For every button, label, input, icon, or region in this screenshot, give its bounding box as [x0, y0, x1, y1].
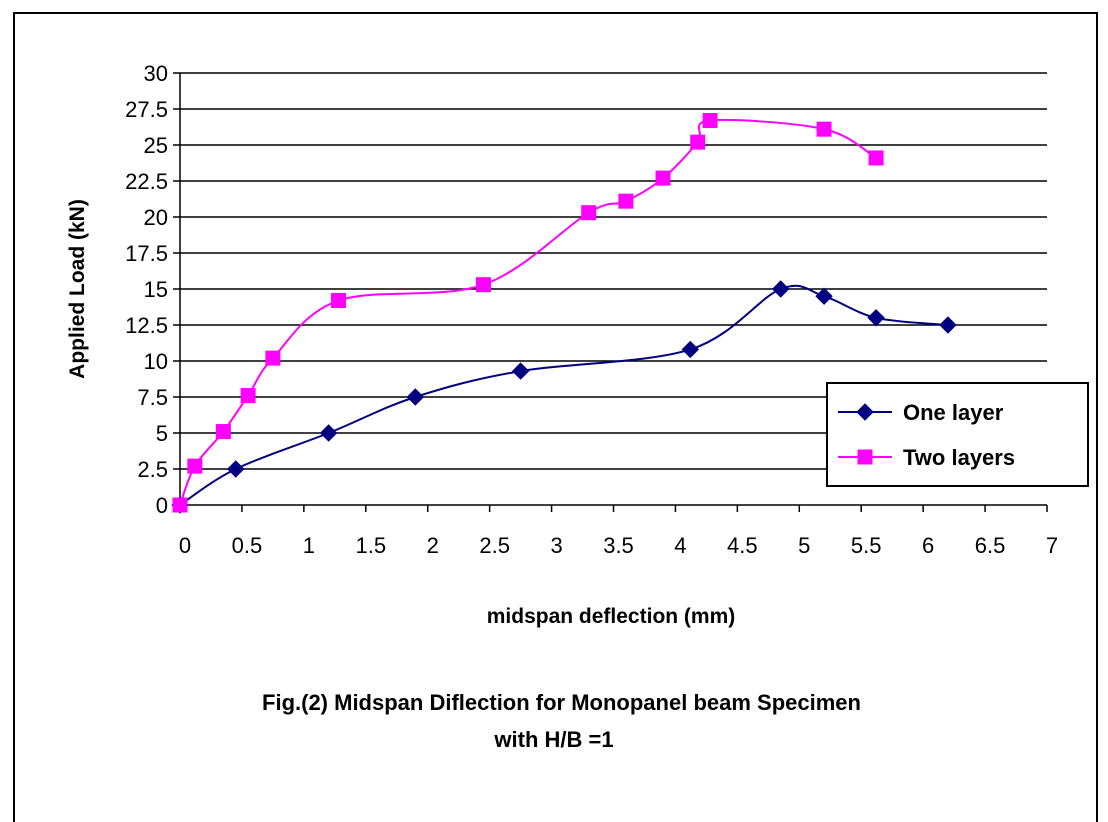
- data-point: [187, 458, 203, 474]
- legend-marker: [857, 449, 873, 465]
- y-tick-label: 27.5: [125, 97, 168, 122]
- x-tick-labels: 0 0.5 1 1.5 2 2.5 3 3.5 4 4.5 5 5.5 6 6.5 7: [179, 533, 1058, 558]
- data-point: [215, 424, 231, 440]
- y-tick-label: 17.5: [125, 241, 168, 266]
- series-layer: [171, 113, 957, 514]
- x-tick-label: 5: [798, 533, 810, 558]
- data-point: [618, 193, 634, 209]
- series-2: [172, 113, 884, 513]
- legend-item: Two layers: [838, 445, 1015, 470]
- data-point: [265, 350, 281, 366]
- data-point: [867, 309, 885, 327]
- figure-frame: [13, 12, 1098, 822]
- y-tick-label: 0: [156, 493, 168, 518]
- data-point: [868, 150, 884, 166]
- x-tick-label: 3: [550, 533, 562, 558]
- y-tick-label: 7.5: [137, 385, 168, 410]
- y-tick-label: 30: [144, 61, 168, 86]
- data-point: [690, 134, 706, 150]
- data-point: [319, 424, 338, 442]
- data-point: [475, 277, 491, 293]
- x-tick-label: 3.5: [603, 533, 634, 558]
- y-tick-label: 25: [144, 133, 168, 158]
- x-tick-label: 4: [674, 533, 686, 558]
- y-tick-labels: 0 2.5 5 7.5 10 12.5 15 17.5 20 22.5 25 27.5 30: [125, 61, 168, 518]
- x-tick-label: 5.5: [851, 533, 882, 558]
- x-tick-label: 0: [179, 533, 191, 558]
- legend-items: One layer Two layers: [838, 400, 1015, 470]
- x-tick-label: 2.5: [479, 533, 510, 558]
- legend: One layer Two layers: [826, 382, 1089, 487]
- data-point: [655, 170, 671, 186]
- y-axis-title: Applied Load (kN): [66, 199, 89, 379]
- data-point: [406, 388, 425, 406]
- data-point: [172, 497, 188, 513]
- data-point: [815, 287, 833, 305]
- x-tick-label: 0.5: [232, 533, 263, 558]
- y-tick-label: 2.5: [137, 457, 168, 482]
- data-point: [939, 316, 957, 334]
- data-point: [511, 362, 530, 380]
- figure-caption-line-1: Fig.(2) Midspan Diflection for Monopanel…: [262, 690, 861, 715]
- data-point: [227, 460, 245, 478]
- data-point: [816, 121, 832, 137]
- y-tick-label: 12.5: [125, 313, 168, 338]
- x-tick-label: 1: [303, 533, 315, 558]
- x-tick-label: 2: [427, 533, 439, 558]
- legend-label: One layer: [903, 400, 1004, 425]
- legend-marker: [856, 403, 874, 421]
- y-tick-label: 5: [156, 421, 168, 446]
- y-tick-label: 22.5: [125, 169, 168, 194]
- legend-box: [826, 382, 1089, 487]
- data-point: [681, 340, 699, 359]
- x-axis-title: midspan deflection (mm): [487, 605, 736, 628]
- data-point: [331, 293, 347, 309]
- data-point: [702, 113, 718, 129]
- y-tick-label: 20: [144, 205, 168, 230]
- series-line: [179, 118, 877, 506]
- legend-label: Two layers: [903, 445, 1015, 470]
- y-tick-label: 15: [144, 277, 168, 302]
- data-point: [772, 280, 790, 298]
- series-line: [179, 284, 949, 506]
- x-tick-label: 1.5: [355, 533, 386, 558]
- legend-item: One layer: [838, 400, 1004, 425]
- data-point: [581, 205, 597, 221]
- x-tick-label: 6: [922, 533, 934, 558]
- x-tick-label: 6.5: [975, 533, 1006, 558]
- figure-caption-line-2: with H/B =1: [494, 727, 614, 752]
- data-point: [240, 388, 256, 404]
- y-tick-label: 10: [144, 349, 168, 374]
- x-tick-label: 7: [1046, 533, 1058, 558]
- x-tick-label: 4.5: [727, 533, 758, 558]
